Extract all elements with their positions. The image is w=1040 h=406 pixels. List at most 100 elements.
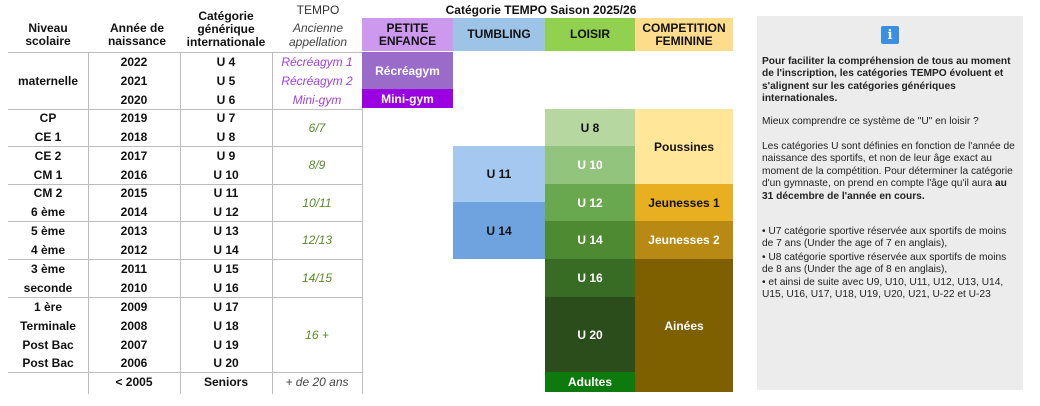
loisir-u16: U 16 [545, 259, 635, 297]
niveau-label: Post Bac [22, 337, 74, 352]
niveau-cell: 6 ème [8, 202, 88, 221]
header-saison-label: Catégorie TEMPO Saison 2025/26 [445, 3, 637, 17]
loisir-adultes: Adultes [545, 372, 635, 392]
grid-line [362, 52, 363, 394]
categorie-cell: U 15 [213, 261, 239, 276]
loisir-u20: U 20 [545, 297, 635, 372]
categorie-cell: U 5 [216, 73, 236, 88]
niveau-cell: seconde [8, 278, 88, 297]
tempo-10-11: 10/11 [272, 184, 362, 221]
annee-cell: 2007 [120, 337, 148, 352]
annee-cell: 2009 [120, 299, 148, 314]
niveau-cell: CM 1 [8, 165, 88, 184]
niveau-maternelle-label: maternelle [17, 73, 79, 88]
competition-jeunesses1-label: Jeunesses 1 [648, 195, 720, 210]
categorie-cell: U 8 [216, 129, 236, 144]
tempo-recreagym2: Récréagym 2 [272, 71, 362, 90]
header-saison: Catégorie TEMPO Saison 2025/26 [396, 2, 686, 18]
tempo-minigym: Mini-gym [272, 90, 362, 109]
competition-poussines-label: Poussines [653, 139, 715, 154]
info-para1-bold: au 31 décembre de l'année en cours. [762, 178, 1007, 202]
niveau-cell: 4 ème [8, 240, 88, 259]
header-tumbling-label: TUMBLING [467, 27, 531, 41]
niveau-cell: Post Bac [8, 335, 88, 354]
info-panel: i Pour faciliter la compréhension de tou… [757, 16, 1023, 390]
header-tempo: TEMPO [276, 2, 360, 18]
tumbling-u11: U 11 [453, 146, 545, 202]
niveau-label: 1 ère [33, 299, 63, 314]
annee-cell: 2015 [120, 186, 148, 200]
header-categorie: Catégorie générique internationale [180, 6, 272, 52]
tumbling-u14-label: U 14 [486, 223, 512, 238]
niveau-maternelle: maternelle [8, 52, 88, 109]
categorie-cell: U 18 [213, 318, 239, 333]
info-bullet-3-text: • et ainsi de suite avec U9, U10, U11, U… [762, 277, 1004, 301]
annee-cell: < 2005 [115, 375, 153, 389]
annee-cell: 2010 [120, 280, 148, 295]
tempo-12-13-label: 12/13 [301, 233, 333, 247]
grid-line [8, 146, 362, 147]
niveau-label: CE 1 [34, 129, 62, 144]
grid-line [8, 372, 362, 373]
competition-ainees-label: Ainées [664, 318, 704, 333]
niveau-label: 5 ème [30, 223, 66, 238]
tumbling-u14: U 14 [453, 202, 545, 259]
tempo-8-9: 8/9 [272, 146, 362, 184]
niveau-cell: 5 ème [8, 221, 88, 240]
niveau-label: 4 ème [30, 242, 66, 257]
categorie-cell: U 6 [216, 92, 236, 107]
niveau-cell: CP [8, 109, 88, 127]
competition-ainees: Ainées [635, 259, 733, 392]
info-bullet-2-text: • U8 catégorie sportive réservée aux spo… [762, 252, 1007, 276]
header-categorie-label: Catégorie générique internationale [186, 8, 266, 49]
categorie-cell: U 17 [213, 299, 239, 314]
niveau-label: 3 ème [30, 261, 66, 276]
niveau-label: Post Bac [22, 356, 74, 370]
niveau-cell: CM 2 [8, 184, 88, 202]
annee-cell: 2018 [120, 129, 148, 144]
grid-line [88, 52, 89, 394]
info-intro: Pour faciliter la compréhension de tous … [762, 56, 1018, 106]
info-para1-text: Les catégories U sont définies en foncti… [762, 141, 1015, 190]
info-bullet-3: • et ainsi de suite avec U9, U10, U11, U… [762, 277, 1018, 302]
categorie-cell: U 12 [213, 204, 239, 219]
loisir-u16-label: U 16 [577, 271, 603, 285]
categorie-cell: U 4 [216, 54, 236, 69]
categorie-cell: Seniors [203, 375, 248, 389]
grid-line [8, 52, 362, 53]
niveau-label: CP [39, 111, 57, 125]
loisir-adultes-label: Adultes [567, 375, 612, 389]
petite-enfance-minigym: Mini-gym [362, 89, 453, 108]
loisir-u14: U 14 [545, 221, 635, 259]
niveau-label: CM 2 [33, 186, 63, 200]
info-para1: Les catégories U sont définies en foncti… [762, 141, 1018, 203]
niveau-cell: CE 2 [8, 146, 88, 165]
annee-cell: 2014 [120, 204, 148, 219]
grid-line [180, 52, 181, 394]
tempo-8-9-label: 8/9 [308, 158, 326, 172]
loisir-u14-label: U 14 [577, 233, 603, 247]
tempo-6-7-label: 6/7 [308, 120, 326, 135]
niveau-cell: Post Bac [8, 354, 88, 372]
loisir-u8-label: U 8 [580, 120, 600, 135]
competition-jeunesses1: Jeunesses 1 [635, 184, 733, 221]
petite-enfance-recreagym: Récréagym [362, 52, 453, 89]
info-intro-text: Pour faciliter la compréhension de tous … [762, 56, 1011, 105]
categorie-cell: U 11 [213, 186, 239, 200]
header-tempo-label: TEMPO [296, 3, 340, 17]
header-annee-label: Année de naissance [107, 21, 167, 48]
tempo-6-7: 6/7 [272, 109, 362, 146]
header-ancienne: Ancienne appellation [276, 19, 360, 51]
header-competition: COMPETITION FEMININE [635, 18, 733, 51]
categorie-cell: U 14 [213, 242, 239, 257]
annee-cell: 2011 [120, 261, 148, 276]
tempo-16-plus-label: 16 + [305, 327, 329, 342]
categorie-cell: U 9 [216, 148, 236, 163]
loisir-u8: U 8 [545, 109, 635, 146]
tempo-minigym-label: Mini-gym [292, 92, 342, 107]
grid-line [8, 109, 362, 110]
annee-cell: 2008 [120, 318, 148, 333]
niveau-cell: 3 ème [8, 259, 88, 278]
info-question-text: Mieux comprendre ce système de "U" en lo… [762, 116, 979, 127]
header-loisir: LOISIR [545, 18, 635, 51]
